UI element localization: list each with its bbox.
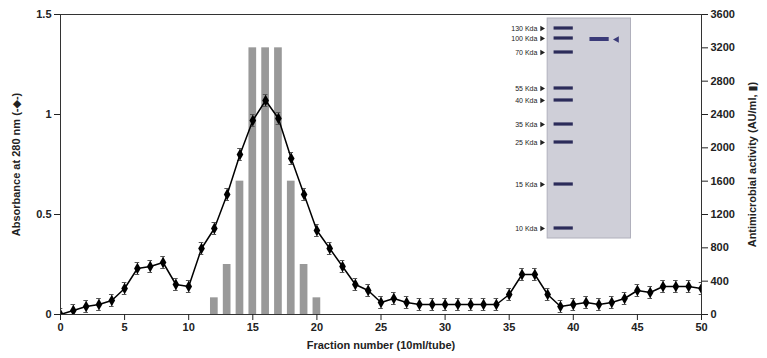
svg-text:0: 0 <box>57 321 63 333</box>
svg-text:25 Kda: 25 Kda <box>515 139 537 146</box>
svg-text:1.5: 1.5 <box>36 8 51 20</box>
svg-text:35: 35 <box>503 321 515 333</box>
svg-text:0: 0 <box>45 308 51 320</box>
svg-text:1200: 1200 <box>711 208 735 220</box>
svg-text:100 Kda: 100 Kda <box>511 35 537 42</box>
svg-text:10 Kda: 10 Kda <box>515 225 537 232</box>
svg-text:70 Kda: 70 Kda <box>515 49 537 56</box>
svg-text:15: 15 <box>247 321 259 333</box>
svg-text:50: 50 <box>695 321 707 333</box>
svg-text:55 Kda: 55 Kda <box>515 85 537 92</box>
svg-text:130 Kda: 130 Kda <box>511 25 537 32</box>
svg-text:400: 400 <box>711 275 729 287</box>
svg-text:2400: 2400 <box>711 108 735 120</box>
svg-text:Fraction number (10ml/tube): Fraction number (10ml/tube) <box>307 339 456 351</box>
svg-text:1: 1 <box>45 108 51 120</box>
svg-text:2000: 2000 <box>711 141 735 153</box>
svg-text:3600: 3600 <box>711 8 735 20</box>
svg-text:25: 25 <box>375 321 387 333</box>
svg-text:5: 5 <box>122 321 128 333</box>
svg-text:20: 20 <box>311 321 323 333</box>
svg-text:1600: 1600 <box>711 175 735 187</box>
svg-text:Antimicrobial activity (AU/ml,: Antimicrobial activity (AU/ml, ▮) <box>746 81 758 247</box>
svg-text:800: 800 <box>711 241 729 253</box>
svg-text:35 Kda: 35 Kda <box>515 121 537 128</box>
svg-text:Absorbance at 280 nm (-◆-): Absorbance at 280 nm (-◆-) <box>10 92 22 236</box>
svg-text:0.5: 0.5 <box>36 208 51 220</box>
svg-text:2800: 2800 <box>711 75 735 87</box>
svg-text:0: 0 <box>711 308 717 320</box>
svg-text:40 Kda: 40 Kda <box>515 97 537 104</box>
svg-text:30: 30 <box>439 321 451 333</box>
svg-text:10: 10 <box>183 321 195 333</box>
svg-text:3200: 3200 <box>711 41 735 53</box>
svg-text:40: 40 <box>567 321 579 333</box>
svg-text:15 Kda: 15 Kda <box>515 181 537 188</box>
svg-text:45: 45 <box>631 321 643 333</box>
